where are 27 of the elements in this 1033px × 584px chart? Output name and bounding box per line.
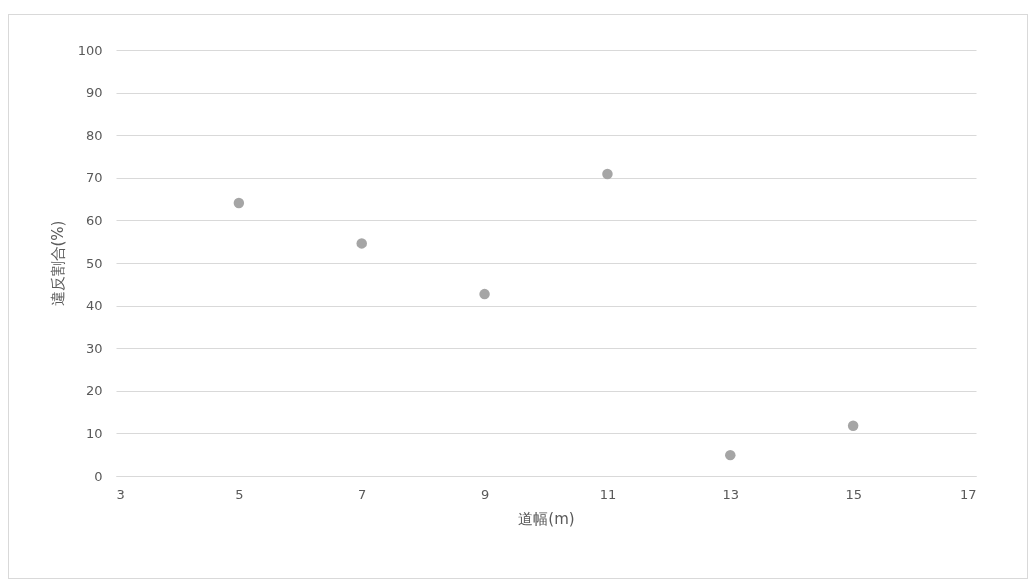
x-tick-label: 7 [358,486,367,502]
y-tick-label: 80 [85,127,103,143]
x-tick-label: 9 [480,486,490,502]
y-tick-label: 70 [85,170,103,186]
point [602,168,613,180]
point [233,197,245,209]
y-tick-label: 40 [85,298,103,314]
x-tick-label: 13 [722,486,740,502]
point [479,288,490,300]
y-tick-label: 20 [85,383,103,399]
y-tick-label: 60 [85,212,103,228]
point [725,449,736,461]
x-tick-label: 17 [959,486,977,502]
x-tick-label: 3 [116,486,125,502]
y-tick-label: 100 [77,42,103,58]
y-tick-label: 90 [85,85,103,101]
y-tick-label: 0 [94,468,103,484]
y-tick-label: 10 [85,425,103,441]
x-axis-title: 道幅(m) [518,509,575,528]
y-axis-title: 違反割合(%) [48,220,67,307]
x-tick-label: 5 [235,486,244,502]
y-tick-label: 50 [85,255,103,271]
point [847,420,859,431]
y-tick-label: 30 [85,340,103,356]
x-tick-label: 11 [599,486,617,502]
x-tick-label: 15 [845,486,862,502]
point [356,238,367,249]
